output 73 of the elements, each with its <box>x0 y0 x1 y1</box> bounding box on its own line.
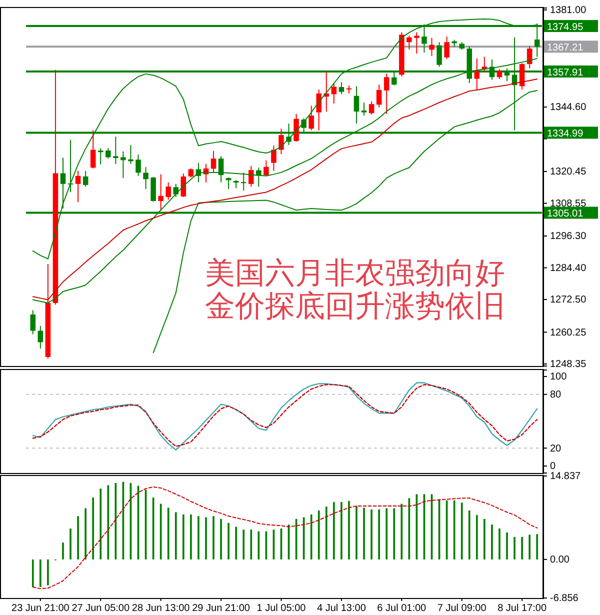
x-tick-label: 6 Jul 01:00 <box>377 603 427 614</box>
x-tick-label: 29 Jun 21:00 <box>192 603 250 614</box>
candlestick <box>30 310 36 335</box>
candlestick <box>361 102 367 116</box>
candlestick <box>75 170 81 203</box>
ref-line-label: 1305.01 <box>547 208 584 220</box>
y-tick-label: 1260.25 <box>550 327 587 338</box>
candlestick <box>82 170 88 188</box>
y-tick-label: 14.837 <box>550 471 582 482</box>
candlestick <box>256 167 262 188</box>
y-tick-label: 0 <box>550 461 556 472</box>
candlestick <box>368 100 374 116</box>
candlestick <box>166 182 171 200</box>
candlestick <box>136 154 141 176</box>
candlestick <box>90 130 96 169</box>
x-tick-label: 28 Jun 13:00 <box>132 603 190 614</box>
y-tick-label: 1296.30 <box>550 231 587 242</box>
candlestick <box>436 42 442 68</box>
candlestick <box>384 73 390 114</box>
y-tick-label: 1381.00 <box>550 5 587 16</box>
y-tick-label: -6.856 <box>550 593 579 604</box>
candlestick <box>519 62 525 90</box>
y-tick-label: 1248.35 <box>550 359 587 370</box>
ref-line-label: 1334.99 <box>547 128 584 140</box>
y-tick-label: 1308.55 <box>550 198 587 210</box>
x-tick-label: 1 Jul 05:00 <box>256 603 306 614</box>
ref-line-label: 1357.91 <box>547 68 584 79</box>
candlestick <box>113 136 118 164</box>
candlestick <box>429 37 434 57</box>
x-tick-label: 8 Jul 17:00 <box>498 603 547 614</box>
candlestick <box>354 86 360 124</box>
annotation: 金价探底回升涨势依旧 <box>205 289 505 324</box>
candlestick <box>308 105 314 131</box>
annotation: 美国六月非农强劲向好 <box>205 256 505 291</box>
candlestick <box>173 183 179 198</box>
candlestick <box>406 35 412 50</box>
y-tick-label: 100 <box>550 372 568 383</box>
candlestick <box>271 144 276 172</box>
y-tick-label: 1344.60 <box>550 102 587 114</box>
candlestick <box>474 58 480 91</box>
candlestick <box>158 174 164 212</box>
x-tick-label: 27 Jun 05:00 <box>72 603 130 614</box>
candlestick <box>210 150 216 174</box>
candlestick <box>376 84 382 108</box>
candlestick <box>444 36 450 60</box>
candlestick <box>106 148 111 160</box>
y-tick-label: 80 <box>550 390 562 401</box>
candlestick <box>264 160 269 176</box>
candlestick <box>338 82 344 95</box>
candlestick <box>60 157 66 209</box>
candlestick <box>150 176 156 202</box>
candlestick <box>414 32 420 54</box>
x-tick-label: 7 Jul 09:00 <box>437 603 487 614</box>
y-tick-label: 1284.40 <box>550 262 587 274</box>
candlestick <box>278 128 284 155</box>
y-tick-label: 1272.50 <box>550 294 587 306</box>
line-series <box>32 486 538 590</box>
candlestick <box>120 150 126 179</box>
candlestick <box>38 325 44 350</box>
x-tick-label: 4 Jul 13:00 <box>316 603 366 614</box>
candlestick <box>98 148 104 165</box>
candlestick <box>316 88 322 131</box>
ref-line-label: 1374.95 <box>547 22 584 34</box>
candlestick <box>143 166 148 190</box>
candlestick <box>188 168 194 178</box>
candlestick <box>496 68 502 80</box>
y-tick-label: 1320.45 <box>550 166 587 178</box>
candlestick <box>248 166 254 188</box>
y-tick-label: 0.00 <box>550 554 570 566</box>
ref-line-label: 1367.21 <box>547 42 584 54</box>
candlestick <box>294 113 299 142</box>
x-tick-label: 23 Jun 21:00 <box>12 603 70 614</box>
y-tick-label: 20 <box>550 443 562 454</box>
